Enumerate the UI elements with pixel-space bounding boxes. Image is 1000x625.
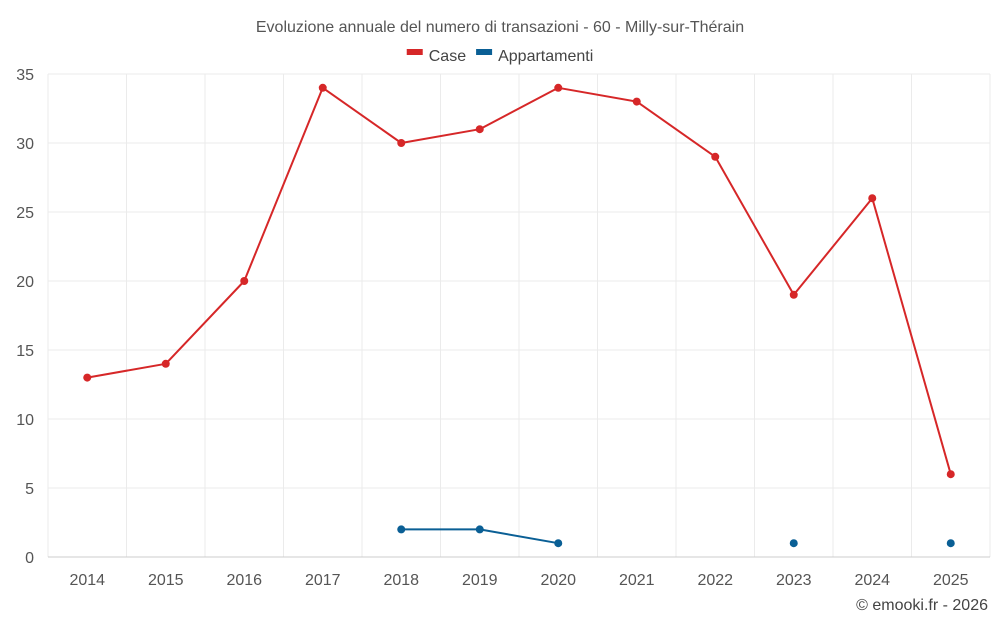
data-point-case [83,373,92,382]
x-tick-label: 2025 [933,572,969,589]
y-tick-label: 0 [25,550,34,567]
x-tick-label: 2016 [226,572,262,589]
data-point-appartamenti [554,539,563,548]
data-point-case [397,139,406,147]
legend-swatch [406,49,423,55]
y-tick-label: 30 [16,136,34,153]
x-tick-label: 2022 [697,572,733,589]
data-point-case [868,194,877,203]
credit-text: © emooki.fr - 2026 [856,597,988,614]
chart-title: Evoluzione annuale del numero di transaz… [256,19,744,36]
x-tick-label: 2024 [854,572,890,589]
data-point-case [475,125,484,134]
x-tick-label: 2019 [462,572,498,589]
series-appartamenti [397,525,955,548]
data-point-appartamenti [946,539,955,548]
grid [47,73,991,558]
data-point-appartamenti [789,539,798,548]
y-tick-label: 10 [16,412,34,429]
y-axis: 0 5 10 15 20 25 30 35 [16,67,34,567]
data-point-appartamenti [475,525,484,534]
data-point-case [946,470,955,479]
legend-swatch [476,49,493,55]
data-point-case [554,83,563,92]
series-group [83,83,955,548]
legend-label: Case [429,48,466,65]
x-tick-label: 2015 [148,572,184,589]
data-point-case [318,83,327,92]
x-tick-label: 2018 [383,572,419,589]
data-point-case [632,97,641,106]
x-tick-label: 2014 [69,572,105,589]
x-axis: 2014 2015 2016 2017 2018 2019 2020 2021 2022 2023… [69,572,968,589]
data-point-case [240,277,249,285]
data-point-case [161,359,170,368]
x-tick-label: 2023 [776,572,812,589]
x-tick-label: 2021 [619,572,655,589]
series-line-case [87,86,952,475]
x-tick-label: 2020 [540,572,576,589]
legend: Case Appartamenti [406,48,593,65]
x-tick-label: 2017 [305,572,341,589]
y-tick-label: 5 [25,481,34,498]
legend-item-case: Case [406,48,466,65]
data-point-case [711,152,720,161]
legend-label: Appartamenti [498,48,593,65]
y-tick-label: 35 [16,67,34,84]
series-case [83,83,955,479]
y-tick-label: 25 [16,205,34,222]
y-tick-label: 20 [16,274,34,291]
data-point-case [789,290,798,299]
legend-item-appartamenti: Appartamenti [476,48,593,65]
data-point-appartamenti [397,525,406,534]
y-tick-label: 15 [16,343,34,360]
